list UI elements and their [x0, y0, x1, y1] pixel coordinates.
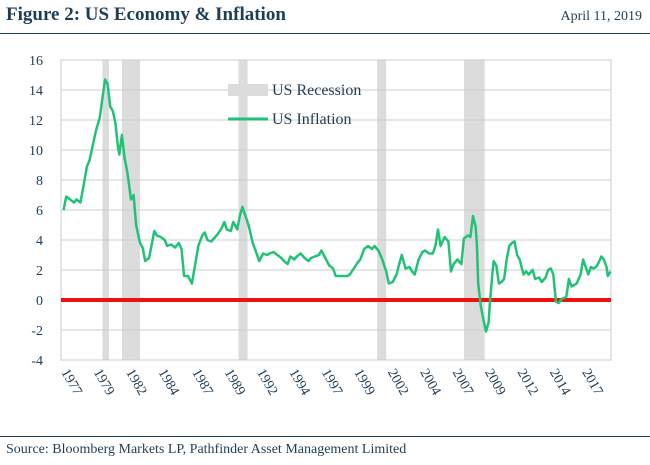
y-tick-label: 12: [29, 114, 43, 129]
x-tick-label: 1982: [122, 367, 149, 399]
series-line-us-inflation: [62, 78, 612, 333]
legend-inflation-label: US Inflation: [272, 111, 352, 128]
x-tick-label: 2004: [416, 367, 443, 399]
x-tick-label: 1992: [253, 367, 280, 399]
y-axis: 16 14 12 10 8 6 4 2 0 -2 -4: [29, 54, 43, 369]
chart-legend: US Recession US Inflation: [228, 82, 361, 128]
x-tick-label: 2009: [481, 367, 508, 399]
inflation-chart: US Recession US Inflation 16 14 12 10 8 6 4 2 0 -…: [29, 54, 612, 399]
x-tick-label: 2002: [384, 367, 411, 399]
x-tick-label: 2017: [578, 367, 605, 399]
y-tick-label: 16: [29, 54, 43, 69]
x-tick-label: 1987: [188, 367, 215, 399]
y-tick-label: 8: [36, 174, 43, 189]
y-tick-label: 0: [36, 294, 43, 309]
y-tick-label: -4: [31, 354, 43, 369]
y-tick-label: -2: [31, 324, 43, 339]
y-tick-label: 6: [36, 204, 43, 219]
figure-title: Figure 2: US Economy & Inflation: [6, 4, 286, 25]
bottom-divider: [0, 436, 650, 437]
x-tick-label: 1979: [90, 367, 117, 399]
y-tick-label: 14: [29, 84, 43, 99]
report-date: April 11, 2019: [560, 9, 642, 24]
y-tick-label: 2: [36, 264, 43, 279]
top-divider: [0, 33, 650, 34]
legend-recession-swatch: [228, 84, 268, 96]
x-tick-label: 1977: [58, 367, 85, 399]
legend-recession-label: US Recession: [272, 82, 361, 99]
y-tick-label: 4: [36, 234, 43, 249]
x-tick-label: 1989: [221, 367, 248, 399]
x-tick-label: 1994: [286, 367, 313, 399]
x-tick-label: 1984: [155, 367, 182, 399]
y-tick-label: 10: [29, 144, 43, 159]
x-axis: 1977 1979 1982 1984 1987 1989 1992 1994 1997 1999…: [58, 367, 606, 399]
x-tick-label: 1997: [318, 367, 345, 399]
x-tick-label: 2014: [546, 367, 573, 399]
x-tick-label: 1999: [350, 367, 377, 399]
source-note: Source: Bloomberg Markets LP, Pathfinder…: [6, 442, 407, 457]
x-tick-label: 2012: [514, 367, 541, 399]
x-tick-label: 2007: [449, 367, 476, 399]
